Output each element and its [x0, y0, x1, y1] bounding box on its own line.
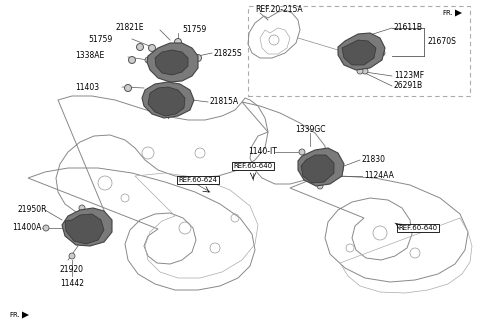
Text: FR.: FR. — [442, 10, 453, 16]
Polygon shape — [301, 155, 334, 183]
Text: 11442: 11442 — [60, 279, 84, 289]
Text: 51759: 51759 — [182, 26, 206, 34]
Text: 1339GC: 1339GC — [295, 126, 325, 134]
Text: 1123MF: 1123MF — [394, 72, 424, 80]
Text: 21821E: 21821E — [115, 24, 144, 32]
Circle shape — [145, 57, 151, 63]
Text: 51759: 51759 — [88, 34, 112, 44]
Circle shape — [362, 68, 368, 74]
Circle shape — [194, 54, 202, 62]
Text: 21815A: 21815A — [210, 97, 239, 107]
Text: 11403: 11403 — [75, 83, 99, 92]
Circle shape — [63, 225, 69, 231]
Polygon shape — [455, 10, 462, 16]
Text: REF.60-640: REF.60-640 — [233, 163, 273, 169]
Circle shape — [299, 163, 305, 169]
Circle shape — [175, 38, 181, 46]
Text: 26291B: 26291B — [394, 81, 423, 91]
Text: 1140-IT: 1140-IT — [248, 148, 277, 156]
Text: 11400A: 11400A — [12, 223, 41, 233]
Text: 21611B: 21611B — [394, 24, 423, 32]
Polygon shape — [22, 312, 29, 318]
Circle shape — [299, 149, 305, 155]
Text: 21920: 21920 — [60, 265, 84, 275]
Polygon shape — [338, 33, 385, 70]
Polygon shape — [342, 40, 376, 65]
Text: FR.: FR. — [9, 312, 20, 318]
Polygon shape — [155, 50, 188, 75]
Circle shape — [148, 45, 156, 51]
Text: 1338AE: 1338AE — [75, 51, 104, 59]
Text: 21825S: 21825S — [214, 49, 242, 57]
Circle shape — [124, 85, 132, 92]
Polygon shape — [142, 82, 194, 118]
Circle shape — [69, 253, 75, 259]
Circle shape — [43, 225, 49, 231]
Text: 21950R: 21950R — [18, 206, 48, 215]
Text: REF.20-215A: REF.20-215A — [255, 6, 302, 14]
Circle shape — [341, 55, 347, 61]
Text: REF.60-640: REF.60-640 — [398, 225, 438, 231]
Circle shape — [317, 183, 323, 189]
Circle shape — [136, 44, 144, 51]
Text: 21670S: 21670S — [427, 37, 456, 47]
Polygon shape — [147, 43, 198, 82]
Circle shape — [129, 56, 135, 64]
Text: 1124AA: 1124AA — [364, 172, 394, 180]
Text: 21830: 21830 — [362, 155, 386, 165]
Polygon shape — [298, 148, 344, 186]
Circle shape — [337, 167, 343, 173]
Circle shape — [105, 227, 111, 233]
Circle shape — [79, 205, 85, 211]
Bar — [248, 6, 470, 96]
Polygon shape — [62, 208, 112, 246]
Circle shape — [341, 57, 347, 63]
Circle shape — [379, 50, 385, 56]
Polygon shape — [65, 214, 104, 244]
Circle shape — [357, 68, 363, 74]
Text: REF.60-624: REF.60-624 — [179, 177, 217, 183]
Polygon shape — [148, 87, 185, 116]
